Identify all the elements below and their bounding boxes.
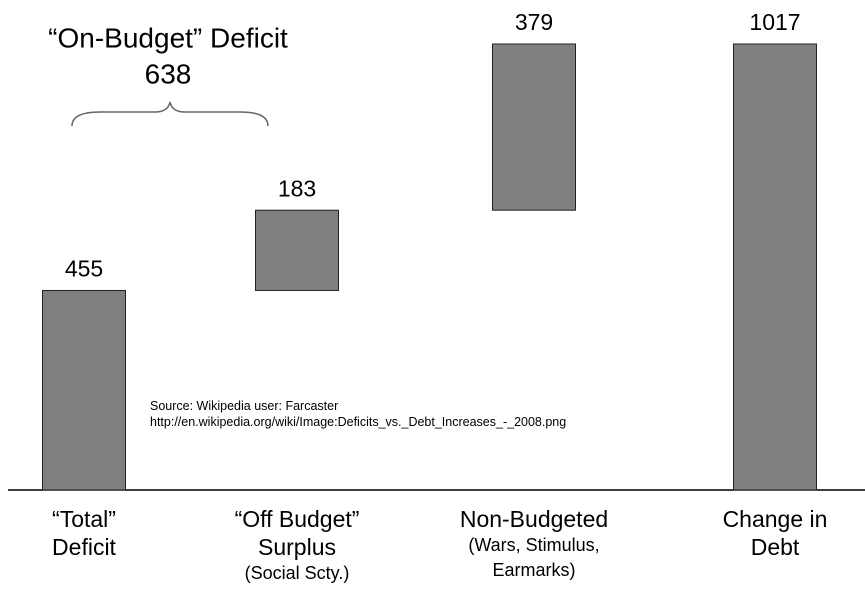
value-label: 1017 — [749, 9, 800, 35]
x-tick-note: (Wars, Stimulus, — [468, 535, 599, 555]
bar — [255, 209, 339, 291]
x-tick-label: Non-Budgeted — [460, 506, 608, 532]
x-tick-note: Earmarks) — [492, 560, 575, 580]
x-tick-label: “Total” — [52, 506, 116, 532]
x-tick-label: Surplus — [258, 534, 336, 560]
source-line: http://en.wikipedia.org/wiki/Image:Defic… — [150, 415, 566, 429]
x-tick-label: Debt — [751, 534, 800, 560]
x-tick-note: (Social Scty.) — [245, 563, 350, 583]
annotation-value: 638 — [145, 58, 192, 89]
source-line: Source: Wikipedia user: Farcaster — [150, 399, 338, 413]
x-tick-label: Deficit — [52, 534, 117, 560]
value-label: 455 — [65, 256, 103, 282]
value-label: 379 — [515, 9, 553, 35]
x-tick-label: Change in — [723, 506, 828, 532]
annotation-title: “On-Budget” Deficit — [48, 22, 288, 53]
bar — [492, 43, 576, 211]
brace — [71, 101, 269, 127]
bar — [42, 289, 126, 491]
value-label: 183 — [278, 175, 316, 201]
x-tick-label: “Off Budget” — [235, 506, 360, 532]
bar — [733, 43, 817, 491]
